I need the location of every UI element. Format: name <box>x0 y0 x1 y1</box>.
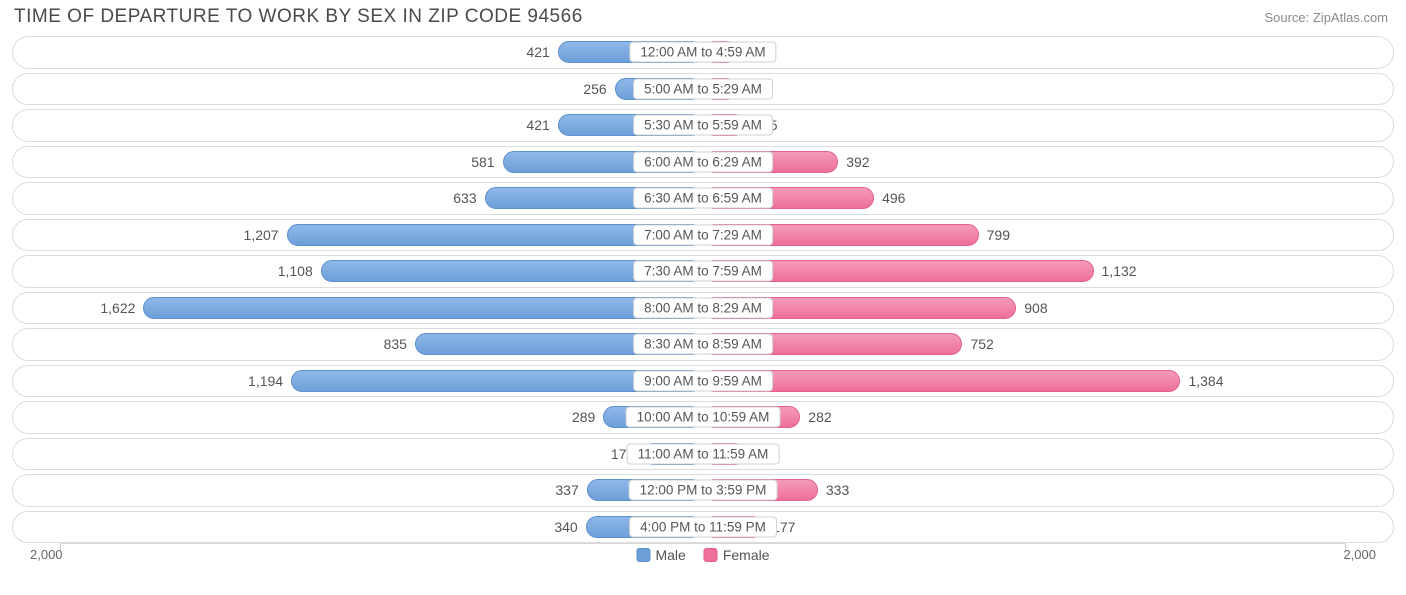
chart-row: 835 752 8:30 AM to 8:59 AM <box>12 328 1394 361</box>
male-value: 633 <box>453 190 476 206</box>
female-value: 1,132 <box>1102 263 1137 279</box>
legend: Male Female <box>636 547 769 563</box>
legend-female-label: Female <box>723 547 770 563</box>
chart-source: Source: ZipAtlas.com <box>1264 10 1388 25</box>
female-half: 125 <box>703 110 1393 141</box>
category-label: 5:30 AM to 5:59 AM <box>633 115 773 136</box>
category-label: 10:00 AM to 10:59 AM <box>626 407 781 428</box>
female-half: 282 <box>703 402 1393 433</box>
female-half: 1,132 <box>703 256 1393 287</box>
chart-row: 337 333 12:00 PM to 3:59 PM <box>12 474 1394 507</box>
male-value: 337 <box>555 482 578 498</box>
female-half: 799 <box>703 220 1393 251</box>
category-label: 8:30 AM to 8:59 AM <box>633 334 773 355</box>
category-label: 8:00 AM to 8:29 AM <box>633 297 773 318</box>
male-value: 421 <box>526 44 549 60</box>
diverging-bar-chart: 421 10212:00 AM to 4:59 AM 256 1005:00 AM t… <box>0 36 1406 573</box>
male-half: 1,622 <box>13 293 703 324</box>
female-half: 752 <box>703 329 1393 360</box>
male-bar <box>143 297 703 319</box>
female-half: 496 <box>703 183 1393 214</box>
chart-header: TIME OF DEPARTURE TO WORK BY SEX IN ZIP … <box>0 0 1406 36</box>
chart-title: TIME OF DEPARTURE TO WORK BY SEX IN ZIP … <box>14 6 583 28</box>
male-half: 340 <box>13 512 703 543</box>
female-value: 333 <box>826 482 849 498</box>
male-half: 633 <box>13 183 703 214</box>
male-value: 256 <box>583 81 606 97</box>
male-half: 581 <box>13 147 703 178</box>
male-half: 176 <box>13 439 703 470</box>
male-value: 340 <box>554 519 577 535</box>
female-value: 1,384 <box>1188 373 1223 389</box>
male-value: 1,108 <box>278 263 313 279</box>
female-value: 496 <box>882 190 905 206</box>
male-value: 421 <box>526 117 549 133</box>
male-value: 581 <box>471 154 494 170</box>
female-bar <box>703 370 1180 392</box>
chart-row: 421 10212:00 AM to 4:59 AM <box>12 36 1394 69</box>
female-value: 752 <box>970 336 993 352</box>
chart-row: 421 1255:30 AM to 5:59 AM <box>12 109 1394 142</box>
axis-row: 2,000 2,000 Male Female <box>12 547 1394 573</box>
female-value: 799 <box>987 227 1010 243</box>
chart-row: 1,207 799 7:00 AM to 7:29 AM <box>12 219 1394 252</box>
chart-row: 1,194 1,384 9:00 AM to 9:59 AM <box>12 365 1394 398</box>
chart-row: 633 496 6:30 AM to 6:59 AM <box>12 182 1394 215</box>
chart-row: 1,622 908 8:00 AM to 8:29 AM <box>12 292 1394 325</box>
female-half: 177 <box>703 512 1393 543</box>
female-half: 392 <box>703 147 1393 178</box>
male-half: 1,207 <box>13 220 703 251</box>
category-label: 9:00 AM to 9:59 AM <box>633 370 773 391</box>
male-half: 256 <box>13 74 703 105</box>
female-value: 282 <box>808 409 831 425</box>
axis-tick-left: 2,000 <box>30 547 63 562</box>
chart-row: 340 1774:00 PM to 11:59 PM <box>12 511 1394 544</box>
legend-male-label: Male <box>655 547 685 563</box>
female-half: 333 <box>703 475 1393 506</box>
male-value: 835 <box>384 336 407 352</box>
category-label: 7:30 AM to 7:59 AM <box>633 261 773 282</box>
male-value: 1,622 <box>100 300 135 316</box>
axis-tick-right: 2,000 <box>1343 547 1376 562</box>
chart-row: 17612511:00 AM to 11:59 AM <box>12 438 1394 471</box>
female-half: 1,384 <box>703 366 1393 397</box>
chart-row: 581 392 6:00 AM to 6:29 AM <box>12 146 1394 179</box>
male-half: 1,108 <box>13 256 703 287</box>
female-half: 102 <box>703 37 1393 68</box>
male-value: 1,194 <box>248 373 283 389</box>
chart-row: 256 1005:00 AM to 5:29 AM <box>12 73 1394 106</box>
category-label: 5:00 AM to 5:29 AM <box>633 78 773 99</box>
male-half: 337 <box>13 475 703 506</box>
female-half: 125 <box>703 439 1393 470</box>
category-label: 7:00 AM to 7:29 AM <box>633 224 773 245</box>
legend-male: Male <box>636 547 685 563</box>
male-half: 835 <box>13 329 703 360</box>
category-label: 12:00 PM to 3:59 PM <box>629 480 778 501</box>
male-half: 1,194 <box>13 366 703 397</box>
category-label: 11:00 AM to 11:59 AM <box>627 443 780 464</box>
chart-row: 1,108 1,132 7:30 AM to 7:59 AM <box>12 255 1394 288</box>
chart-row: 289 282 10:00 AM to 10:59 AM <box>12 401 1394 434</box>
male-half: 421 <box>13 37 703 68</box>
category-label: 6:00 AM to 6:29 AM <box>633 151 773 172</box>
female-half: 100 <box>703 74 1393 105</box>
female-value: 908 <box>1024 300 1047 316</box>
female-value: 392 <box>846 154 869 170</box>
male-half: 289 <box>13 402 703 433</box>
category-label: 6:30 AM to 6:59 AM <box>633 188 773 209</box>
legend-female: Female <box>704 547 770 563</box>
male-swatch-icon <box>636 548 650 562</box>
male-value: 1,207 <box>244 227 279 243</box>
female-half: 908 <box>703 293 1393 324</box>
male-value: 289 <box>572 409 595 425</box>
female-swatch-icon <box>704 548 718 562</box>
male-half: 421 <box>13 110 703 141</box>
category-label: 12:00 AM to 4:59 AM <box>629 42 776 63</box>
category-label: 4:00 PM to 11:59 PM <box>629 516 777 537</box>
